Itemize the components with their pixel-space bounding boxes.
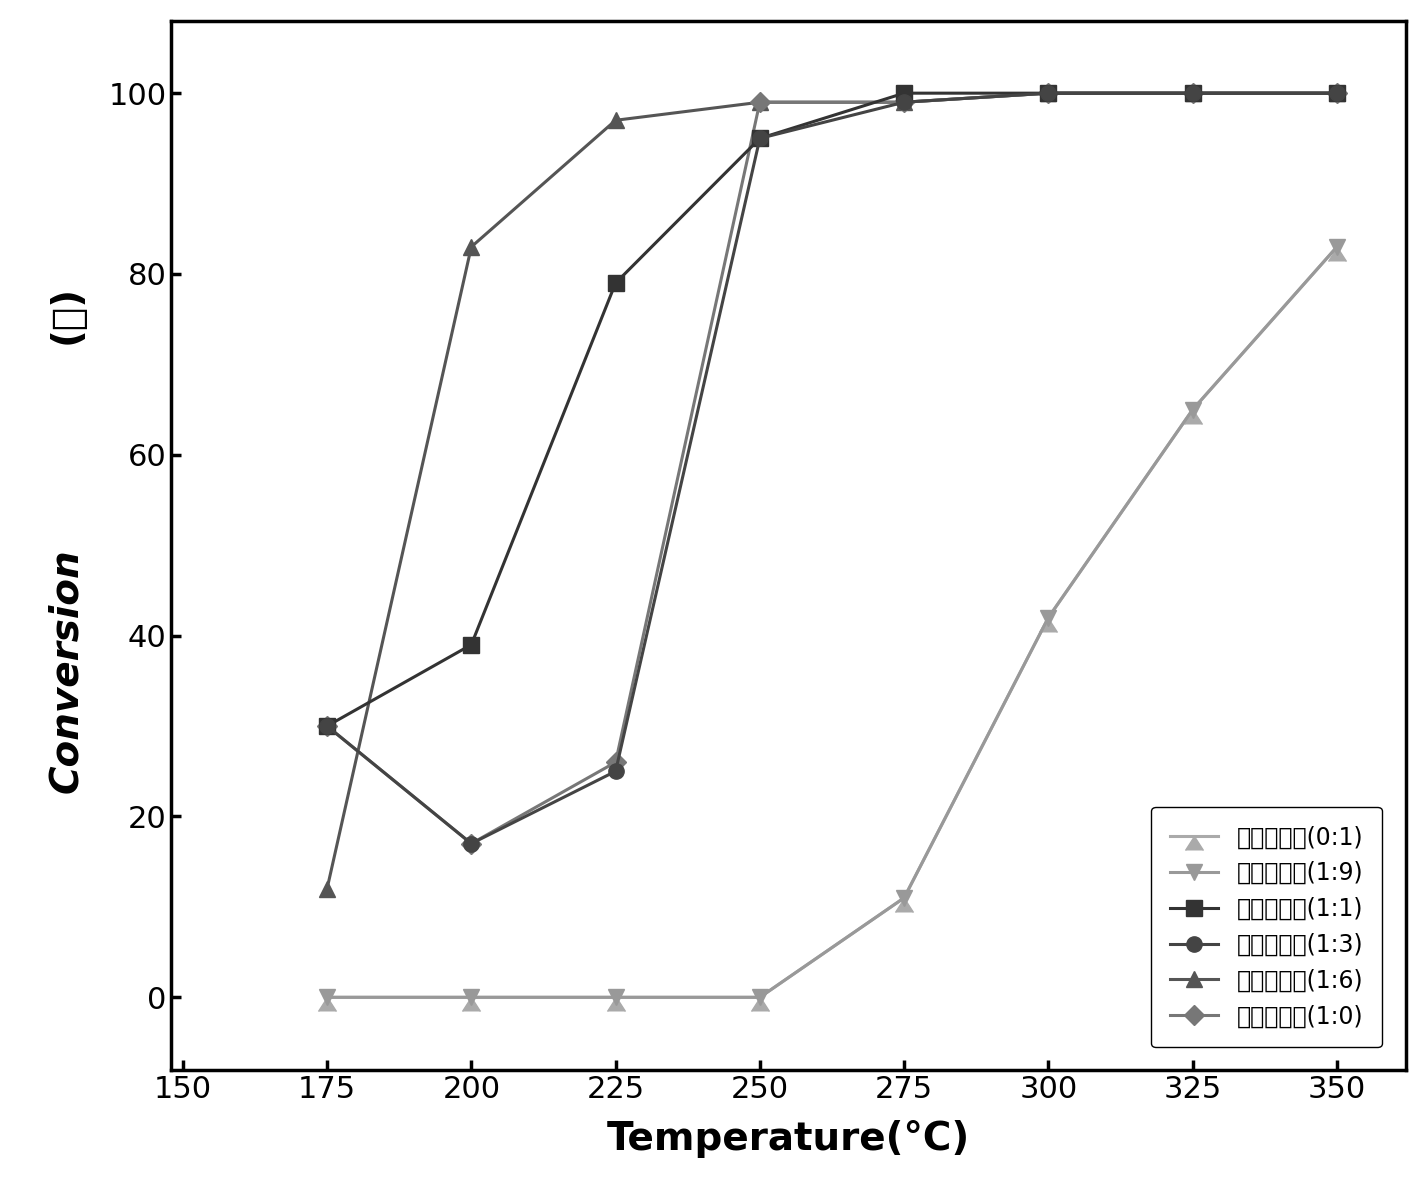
复合催化剂(0:1)	[1329, 239, 1346, 253]
复合催化剂(1:3)	[318, 719, 335, 733]
复合催化剂(1:1)	[606, 276, 624, 290]
复合催化剂(1:6)	[896, 95, 913, 110]
Line: 复合催化剂(1:9): 复合催化剂(1:9)	[320, 239, 1344, 1005]
复合催化剂(1:3)	[606, 764, 624, 778]
复合催化剂(1:0)	[751, 95, 768, 110]
Text: Conversion: Conversion	[47, 548, 86, 793]
复合催化剂(1:9)	[1329, 239, 1346, 253]
复合催化剂(1:9)	[896, 891, 913, 905]
复合催化剂(0:1)	[606, 990, 624, 1005]
复合催化剂(0:1)	[318, 990, 335, 1005]
Text: (％): (％)	[47, 285, 86, 344]
复合催化剂(1:1)	[318, 719, 335, 733]
复合催化剂(1:3)	[1040, 86, 1057, 100]
复合催化剂(1:3)	[1184, 86, 1202, 100]
Line: 复合催化剂(1:3): 复合催化剂(1:3)	[320, 86, 1344, 851]
复合催化剂(0:1)	[751, 990, 768, 1005]
复合催化剂(1:0)	[1184, 86, 1202, 100]
复合催化剂(1:0)	[1040, 86, 1057, 100]
复合催化剂(1:9)	[462, 990, 479, 1005]
Line: 复合催化剂(1:0): 复合催化剂(1:0)	[320, 86, 1344, 850]
复合催化剂(1:6)	[318, 882, 335, 896]
复合催化剂(1:1)	[462, 638, 479, 652]
复合催化剂(1:9)	[1040, 611, 1057, 625]
复合催化剂(1:9)	[751, 990, 768, 1005]
复合催化剂(1:1)	[1184, 86, 1202, 100]
复合催化剂(1:1)	[896, 86, 913, 100]
Line: 复合催化剂(1:1): 复合催化剂(1:1)	[320, 86, 1344, 733]
复合催化剂(1:6)	[606, 113, 624, 127]
复合催化剂(0:1)	[896, 891, 913, 905]
复合催化剂(1:1)	[1040, 86, 1057, 100]
复合催化剂(1:3)	[1329, 86, 1346, 100]
复合催化剂(1:9)	[318, 990, 335, 1005]
复合催化剂(1:1)	[751, 131, 768, 145]
复合催化剂(1:9)	[606, 990, 624, 1005]
复合催化剂(1:6)	[1040, 86, 1057, 100]
复合催化剂(1:6)	[1329, 86, 1346, 100]
复合催化剂(1:0)	[606, 756, 624, 770]
Line: 复合催化剂(1:6): 复合催化剂(1:6)	[320, 86, 1344, 896]
复合催化剂(1:0)	[896, 95, 913, 110]
复合催化剂(0:1)	[462, 990, 479, 1005]
X-axis label: Temperature(°C): Temperature(°C)	[606, 1120, 970, 1158]
复合催化剂(1:3)	[462, 837, 479, 851]
复合催化剂(1:1)	[1329, 86, 1346, 100]
复合催化剂(1:0)	[1329, 86, 1346, 100]
复合催化剂(1:0)	[318, 719, 335, 733]
复合催化剂(0:1)	[1184, 402, 1202, 416]
Legend: 复合催化剂(0:1), 复合催化剂(1:9), 复合催化剂(1:1), 复合催化剂(1:3), 复合催化剂(1:6), 复合催化剂(1:0): 复合催化剂(0:1), 复合催化剂(1:9), 复合催化剂(1:1), 复合催化…	[1152, 806, 1381, 1047]
复合催化剂(1:9)	[1184, 402, 1202, 416]
复合催化剂(1:6)	[751, 95, 768, 110]
复合催化剂(1:6)	[462, 239, 479, 253]
复合催化剂(0:1)	[1040, 611, 1057, 625]
Line: 复合催化剂(0:1): 复合催化剂(0:1)	[318, 238, 1346, 1007]
复合催化剂(1:3)	[896, 95, 913, 110]
复合催化剂(1:0)	[462, 837, 479, 851]
复合催化剂(1:3)	[751, 131, 768, 145]
复合催化剂(1:6)	[1184, 86, 1202, 100]
